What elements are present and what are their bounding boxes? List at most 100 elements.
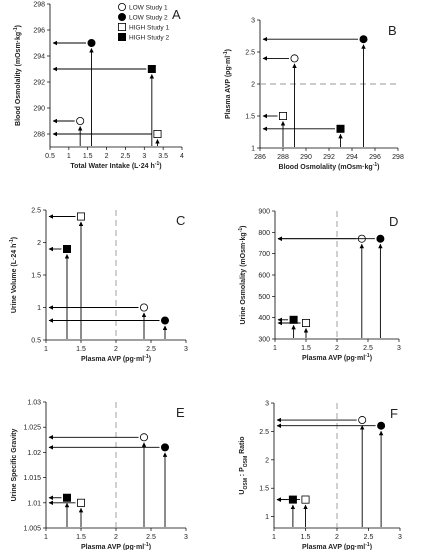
y-tick-label: 1 [37, 305, 41, 312]
data-point [77, 498, 86, 507]
y-tick-label: 1 [265, 514, 269, 521]
y-axis-label: UOSM : POSM Ratio [239, 436, 249, 494]
x-axis-label: Plasma AVP (pg·ml-1) [302, 353, 372, 362]
x-tick-label: 1.5 [76, 346, 86, 353]
data-point [87, 39, 96, 48]
panel-letter: F [390, 406, 398, 421]
legend-marker [118, 12, 127, 21]
x-axis-label: Total Water Intake (L·24 h-1) [70, 161, 161, 170]
data-point [289, 315, 298, 324]
y-axis-label: Urine Specific Gravity [11, 429, 18, 502]
y-tick-label: 1.5 [31, 273, 41, 280]
data-point [160, 443, 169, 452]
y-axis-label: Urine Volume (L·24 h-1) [9, 237, 18, 313]
data-point [63, 244, 72, 253]
y-tick-label: 1.025 [23, 425, 41, 432]
x-tick-label: 292 [323, 154, 335, 161]
y-tick-label: 500 [258, 294, 270, 301]
x-tick-label: 288 [277, 154, 289, 161]
data-point [377, 421, 386, 430]
x-tick-label: 2 [335, 345, 339, 352]
chart-panel-f: 1 1.5 2 2.5 3 1 1.5 2 2.5 3 F Plasma AVP (pg·ml-1) U… [239, 401, 402, 550]
x-tick-label: 0.5 [45, 153, 55, 160]
panel-letter: E [176, 405, 185, 420]
y-tick-label: 700 [258, 251, 270, 258]
x-axis-label: Plasma AVP (pg·ml-1) [302, 542, 372, 550]
data-point [77, 212, 86, 221]
y-tick-label: 1.005 [23, 526, 41, 533]
panel-letter: B [388, 23, 397, 38]
y-tick-label: 1.01 [27, 500, 41, 507]
y-tick-label: 3 [251, 18, 255, 25]
legend-marker [118, 3, 127, 11]
chart-panel-b: 286 288 290 292 294 296 298 1 1.5 2 2.5 3 B Blood Osm… [223, 18, 404, 172]
legend-label: LOW Study 1 [129, 5, 168, 12]
y-tick-label: 294 [33, 54, 45, 61]
y-tick-label: 1.03 [27, 400, 41, 407]
x-tick-label: 1 [44, 346, 48, 353]
data-point [139, 303, 148, 312]
y-tick-label: 900 [258, 209, 270, 216]
y-tick-label: 2 [265, 457, 269, 464]
x-tick-label: 3 [184, 534, 188, 541]
chart-panel-e: 1 1.5 2 2.5 3 1.005 1.01 1.015 1.02 1.025 1.03 E Pla… [11, 400, 188, 550]
legend-label: HIGH Study 1 [129, 25, 169, 32]
data-point [63, 493, 72, 502]
y-tick-label: 2 [37, 240, 41, 247]
data-point [153, 129, 162, 138]
y-tick-label: 2.5 [31, 208, 41, 215]
x-tick-label: 2 [114, 534, 118, 541]
data-point [160, 316, 169, 325]
x-tick-label: 1.5 [301, 534, 311, 541]
data-point [358, 416, 367, 425]
y-tick-label: 300 [258, 337, 270, 344]
x-tick-label: 1 [272, 534, 276, 541]
x-tick-label: 2.5 [121, 153, 131, 160]
y-tick-label: 2.5 [245, 50, 255, 57]
chart-panel-a: 0.5 1 1.5 2 2.5 3 3.5 4 288 290 292 294 296 298 A Total… [13, 2, 184, 171]
x-tick-label: 286 [254, 154, 266, 161]
data-point [278, 112, 287, 121]
y-tick-label: 288 [33, 132, 45, 139]
x-tick-label: 3.5 [158, 153, 168, 160]
x-tick-label: 2.5 [363, 345, 373, 352]
x-tick-label: 294 [346, 154, 358, 161]
x-tick-label: 2.5 [146, 346, 156, 353]
y-tick-label: 298 [33, 2, 45, 9]
x-axis-label: Blood Osmolality (mOsm·kg-1) [279, 162, 380, 171]
x-tick-label: 1.5 [83, 153, 93, 160]
y-tick-label: 1.015 [23, 475, 41, 482]
x-tick-label: 2.5 [364, 534, 374, 541]
y-tick-label: 400 [258, 315, 270, 322]
data-point [139, 433, 148, 442]
legend-marker [118, 33, 127, 42]
y-tick-label: 296 [33, 28, 45, 35]
y-tick-label: 1.02 [27, 450, 41, 457]
x-tick-label: 4 [180, 153, 184, 160]
y-tick-label: 800 [258, 230, 270, 237]
data-point [288, 495, 297, 504]
x-tick-label: 2.5 [146, 534, 156, 541]
x-tick-label: 3 [184, 346, 188, 353]
x-tick-label: 1 [67, 153, 71, 160]
x-tick-label: 1 [273, 345, 277, 352]
data-point [376, 234, 385, 243]
x-axis-label: Plasma AVP (pg·ml-1) [81, 354, 151, 363]
x-tick-label: 3 [398, 534, 402, 541]
data-point [290, 54, 299, 63]
data-point [301, 318, 310, 327]
y-tick-label: 3 [265, 401, 269, 408]
data-point [76, 117, 85, 126]
chart-panel-d: 1 1.5 2 2.5 3 300 400 500 600 700 800 900 D Plasma AV… [238, 209, 401, 363]
y-tick-label: 2 [251, 82, 255, 89]
y-tick-label: 292 [33, 80, 45, 87]
x-tick-label: 298 [392, 154, 404, 161]
x-tick-label: 3 [142, 153, 146, 160]
y-tick-label: 1.5 [245, 114, 255, 121]
y-tick-label: 290 [33, 106, 45, 113]
y-tick-label: 2.5 [259, 429, 269, 436]
x-tick-label: 2 [114, 346, 118, 353]
y-tick-label: 1.5 [259, 486, 269, 493]
